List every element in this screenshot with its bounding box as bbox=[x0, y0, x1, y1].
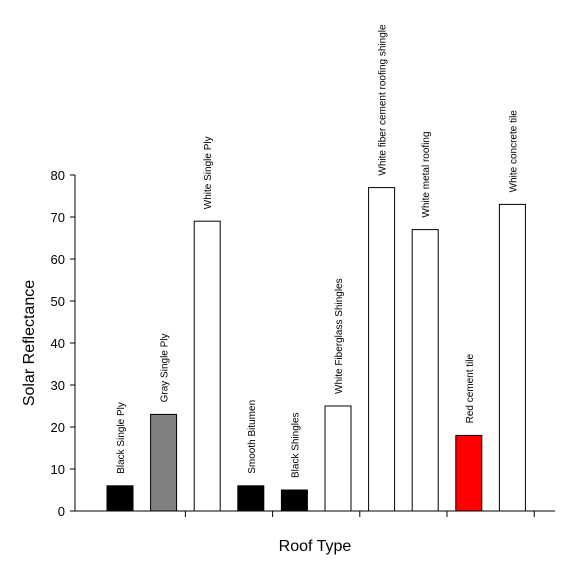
x-axis-label: Roof Type bbox=[279, 538, 352, 555]
bar bbox=[368, 187, 396, 512]
bars-group bbox=[106, 187, 526, 512]
bar-label: Black Shingles bbox=[290, 412, 301, 478]
bar bbox=[280, 489, 308, 512]
bar-label: White concrete tile bbox=[508, 110, 519, 193]
y-tick-label: 10 bbox=[51, 462, 65, 477]
bar-label: White metal roofing bbox=[421, 131, 432, 217]
bar-label: Gray Single Ply bbox=[160, 333, 171, 402]
y-axis-label: Solar Reflectance bbox=[21, 280, 38, 406]
bar bbox=[193, 220, 221, 512]
y-tick-label: 0 bbox=[58, 504, 65, 519]
y-tick-label: 20 bbox=[51, 420, 65, 435]
bar-label: Smooth Bitumen bbox=[247, 400, 258, 474]
bar bbox=[324, 405, 352, 512]
bar-label: White Fiberglass Shingles bbox=[334, 278, 345, 394]
y-tick-label: 50 bbox=[51, 294, 65, 309]
bar bbox=[150, 413, 178, 512]
bar bbox=[106, 485, 134, 512]
bar-label: White Single Ply bbox=[203, 136, 214, 209]
x-axis bbox=[75, 510, 555, 517]
y-axis: 0 10 20 30 40 50 60 70 80 bbox=[51, 168, 76, 519]
y-tick-label: 40 bbox=[51, 336, 65, 351]
bar bbox=[411, 229, 439, 512]
y-tick-label: 70 bbox=[51, 210, 65, 225]
bar-labels-group: Black Single Ply Gray Single Ply White Sin… bbox=[116, 24, 519, 478]
y-tick-label: 60 bbox=[51, 252, 65, 267]
bar bbox=[498, 203, 526, 512]
bar-label: Black Single Ply bbox=[116, 402, 127, 474]
bar-label: White fiber cement roofing shingle bbox=[378, 24, 389, 176]
y-tick-label: 30 bbox=[51, 378, 65, 393]
bar bbox=[237, 485, 265, 512]
bar-label: Red cement tile bbox=[465, 353, 476, 423]
bar bbox=[455, 434, 483, 512]
y-tick-label: 80 bbox=[51, 168, 65, 183]
